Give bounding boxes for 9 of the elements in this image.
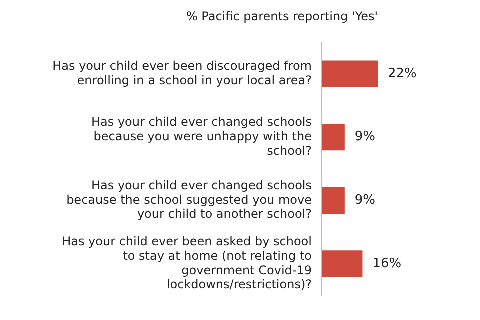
y-tick-label: Has your child ever been discouraged from enrolling in a school in your local area?	[52, 58, 312, 88]
data-label: 16%	[372, 256, 402, 272]
data-label: 22%	[388, 66, 417, 82]
data-label: 9%	[354, 193, 376, 208]
data-label: 9%	[354, 130, 376, 145]
chart-title: % Pacific parents reporting 'Yes'	[186, 9, 378, 24]
y-tick-label: Has your child ever changed schools because the school suggested you move your child to another school?	[66, 178, 312, 222]
y-tick-label: Has your child ever been asked by school to stay at home (not relating to government Covid-19 lockdowns/restrictions)?	[62, 234, 312, 292]
y-tick-label: Has your child ever changed schools because you were unhappy with the school?	[92, 115, 312, 158]
